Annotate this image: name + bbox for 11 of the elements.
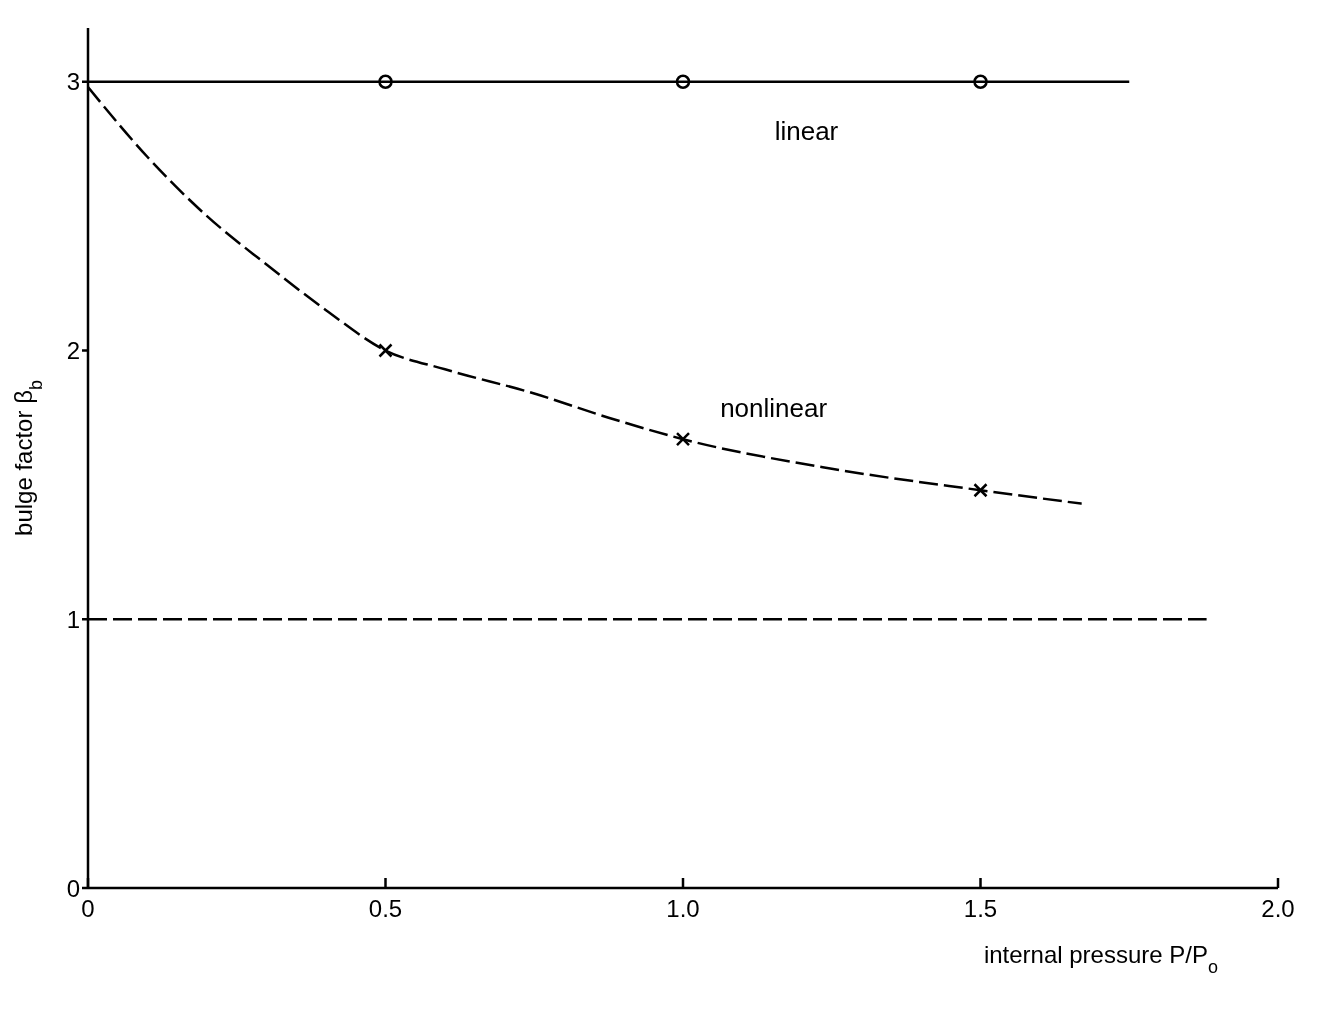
- x-tick-label: 1.5: [963, 895, 998, 923]
- series-label: nonlinear: [720, 393, 828, 424]
- x-axis-title: internal pressure P/P$_{o}$: [983, 941, 1218, 977]
- y-tick-label: 3: [66, 68, 80, 96]
- y-tick-label: 1: [66, 605, 80, 633]
- y-tick-label: 0: [66, 874, 80, 902]
- x-tick-label: 2.0: [1261, 895, 1295, 923]
- series-label: linear: [774, 116, 839, 147]
- x-tick-label: 0.5: [368, 895, 403, 923]
- x-tick-label: 1.0: [666, 895, 700, 923]
- y-tick-label: 2: [66, 337, 80, 365]
